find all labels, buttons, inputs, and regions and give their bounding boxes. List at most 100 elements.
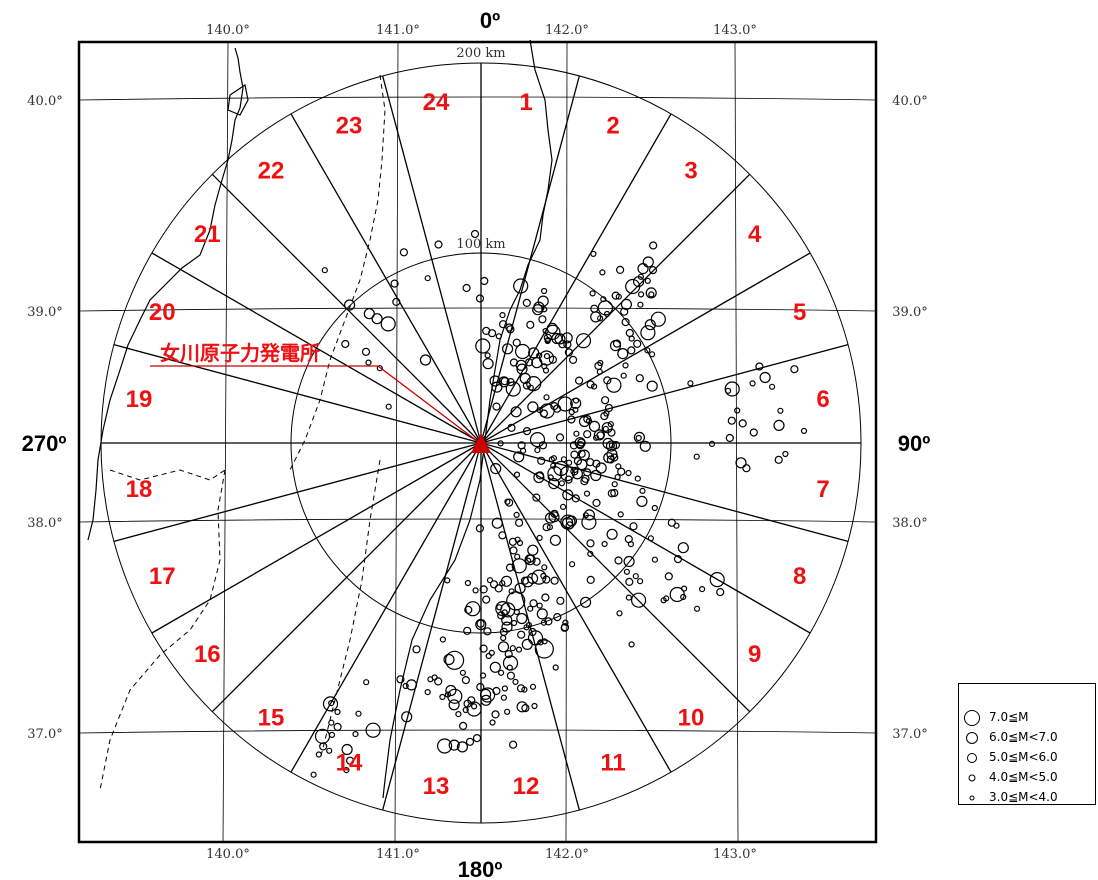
sector-label: 10 (678, 705, 705, 732)
epicenter-circle (363, 308, 375, 320)
epicenter-circle (480, 694, 492, 706)
epicenter-circle (651, 556, 659, 563)
epicenter-circle (581, 514, 597, 530)
epicenter-circle (617, 348, 629, 360)
epicenter-circle (343, 766, 350, 774)
epicenter-circle (463, 626, 472, 635)
epicenter-circle (499, 312, 506, 319)
epicenter-circle (559, 503, 567, 510)
epicenter-circle (578, 415, 591, 428)
epicenter-circle (455, 710, 462, 718)
lat-label: 38.0° (27, 516, 62, 531)
sector-line (480, 442, 751, 713)
epicenter-circle (557, 396, 573, 412)
epicenter-circle (639, 440, 651, 452)
epicenter-circle (564, 475, 573, 484)
legend-label: 7.0≦M (989, 710, 1029, 724)
sector-line (382, 442, 482, 811)
epicenter-circle (603, 376, 612, 385)
epicenter-circle (552, 404, 562, 413)
epicenter-circle (424, 688, 431, 696)
sector-line (211, 442, 482, 713)
parallel-line (78, 729, 877, 734)
epicenter-circle (513, 451, 525, 463)
epicenter-circle (593, 429, 606, 441)
circle-icon (964, 710, 980, 726)
epicenter-circle (606, 455, 615, 464)
epicenter-circle (735, 457, 747, 469)
epicenter-circle (621, 318, 630, 327)
epicenter-circle (611, 441, 621, 450)
epicenter-circle (559, 466, 575, 482)
epicenter-circle (540, 619, 548, 626)
epicenter-circle (508, 588, 515, 595)
epicenter-circle (333, 722, 342, 732)
epicenter-circle (634, 475, 641, 482)
epicenter-circle (568, 355, 578, 364)
lat-label: 37.0° (27, 727, 62, 742)
graticule (78, 41, 877, 843)
epicenter-circle (334, 708, 341, 716)
epicenter-circle (606, 448, 618, 460)
epicenter-circle (475, 294, 485, 303)
epicenter-circle (636, 495, 648, 507)
epicenter-circle (489, 661, 501, 673)
epicenter-circle (536, 608, 548, 620)
epicenter-circle (548, 478, 560, 490)
epicenter-circle (513, 278, 529, 294)
epicenter-circle (569, 441, 579, 450)
epicenter-circle (346, 756, 355, 765)
epicenter-circle (633, 431, 646, 443)
epicenter-circle (543, 333, 552, 342)
epicenter-circle (585, 417, 593, 425)
epicenter-circle (595, 462, 607, 474)
epicenter-circle (390, 279, 399, 288)
epicenter-circle (628, 641, 635, 648)
epicenter-circle (590, 383, 598, 390)
sector-label: 21 (194, 221, 221, 248)
lon-label: 141.0° (376, 23, 420, 38)
longitude-labels-bottom: 140.0° 141.0° 142.0° 143.0° (206, 847, 757, 862)
epicenter-circle (434, 677, 443, 686)
sector-label: 20 (149, 299, 176, 326)
meridian-line (565, 41, 568, 843)
epicenter-circle (636, 578, 644, 585)
epicenter-circle (560, 514, 576, 530)
epicenter-circle (514, 553, 521, 560)
sector-line (113, 442, 482, 542)
epicenter-circle (650, 311, 666, 327)
epicenter-circle (489, 719, 496, 726)
epicenter-circle (568, 561, 576, 568)
epicenter-circle (596, 368, 603, 375)
circle-icon (968, 774, 976, 782)
epicenter-circle (601, 540, 608, 548)
longitude-labels-top: 140.0° 141.0° 142.0° 143.0° (206, 23, 757, 38)
epicenter-circle (515, 646, 523, 653)
sector-label: 15 (258, 705, 285, 732)
epicenter-circle (495, 333, 502, 340)
epicenter-circle (500, 377, 509, 386)
circle-icon (969, 795, 975, 801)
meridian-line (394, 41, 399, 843)
epicenter-circle (547, 466, 563, 482)
epicenter-circle (588, 420, 601, 432)
epicenter-circle (550, 462, 557, 469)
epicenter-circle (677, 542, 689, 554)
epicenter-circle (583, 509, 596, 521)
azimuth-label-west: 270º (22, 431, 67, 456)
epicenter-circle (555, 433, 565, 442)
epicenter-circle (472, 733, 482, 743)
epicenter-circle (629, 522, 638, 531)
epicenter-circle (617, 467, 626, 476)
latitude-labels-right: 40.0° 39.0° 38.0° 37.0° (892, 94, 927, 742)
epicenter-circle (424, 275, 431, 282)
epicenter-circle (363, 679, 370, 686)
epicenter-circle (462, 283, 471, 293)
epicenter-circle (605, 440, 618, 452)
epicenter-circle (562, 489, 574, 501)
magnitude-legend: 7.0≦M 6.0≦M<7.0 5.0≦M<6.0 4.0≦M<5.0 3.0≦… (958, 683, 1096, 805)
epicenter-circle (611, 481, 618, 488)
epicenter-circle (592, 434, 600, 441)
epicenter-circle (586, 575, 595, 585)
epicenter-circle (380, 316, 396, 332)
